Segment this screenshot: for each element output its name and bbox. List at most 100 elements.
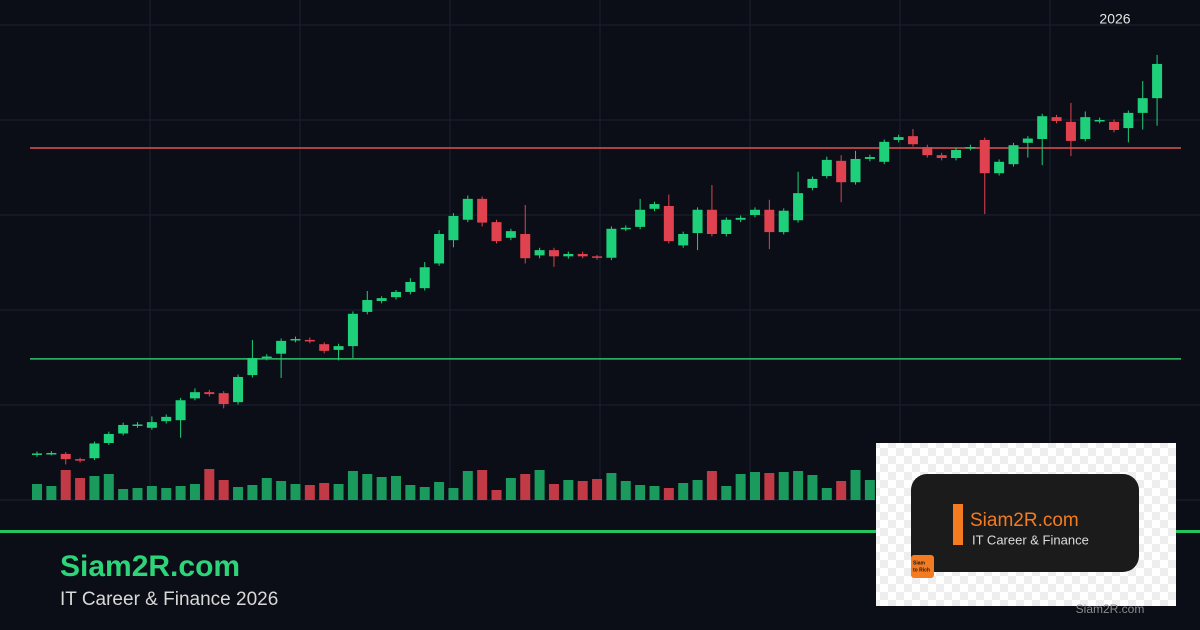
volume-bar xyxy=(850,470,861,500)
volume-bar xyxy=(434,482,445,500)
volume-bar xyxy=(807,475,818,500)
volume-bar xyxy=(118,489,129,500)
volume-bar xyxy=(60,470,71,500)
candle-body xyxy=(1022,138,1033,143)
volume-bar xyxy=(32,484,42,500)
volume-bar xyxy=(448,488,459,500)
brand-title: Siam2R.com xyxy=(60,550,240,583)
badge-line: Siam xyxy=(913,560,926,566)
volume-bar xyxy=(706,471,717,500)
candle-body xyxy=(1008,145,1019,165)
volume-bar xyxy=(189,484,200,500)
volume-bar xyxy=(778,472,789,500)
candle-body xyxy=(548,250,559,257)
candle-body xyxy=(821,159,832,177)
period-label: 2026 xyxy=(1099,11,1130,27)
volume-bar xyxy=(46,486,57,500)
volume-bar xyxy=(491,490,502,500)
volume-bar xyxy=(319,483,330,500)
volume-bar xyxy=(721,486,732,500)
candle-body xyxy=(376,298,387,301)
volume-bar xyxy=(692,480,703,500)
candle-body xyxy=(979,139,990,174)
candle-body xyxy=(1109,121,1119,130)
candle-body xyxy=(448,215,459,241)
candle-body xyxy=(462,198,473,220)
candle-body xyxy=(721,219,732,234)
candle-body xyxy=(1037,116,1048,139)
volume-bar xyxy=(405,485,416,500)
logo-title: Siam2R.com xyxy=(970,510,1079,531)
candle-body xyxy=(32,453,42,455)
candle-body xyxy=(922,147,933,156)
watermark: Siam2R.com xyxy=(1076,602,1145,616)
candle-body xyxy=(951,149,962,158)
volume-bar xyxy=(347,471,358,500)
candle-body xyxy=(534,250,545,256)
volume-bar xyxy=(520,474,531,500)
candle-body xyxy=(261,356,272,359)
candle-body xyxy=(405,281,416,292)
candle-body xyxy=(678,234,689,246)
volume-bar xyxy=(132,488,143,500)
candle-body xyxy=(793,193,804,221)
logo-card xyxy=(911,474,1139,572)
volume-bar xyxy=(764,473,775,500)
candle-body xyxy=(60,453,71,460)
volume-bar xyxy=(304,485,315,500)
logo-subtitle: IT Career & Finance xyxy=(972,532,1089,547)
candle-body xyxy=(1080,117,1091,139)
candle-body xyxy=(563,253,574,257)
volume-bar xyxy=(362,474,373,500)
candle-body xyxy=(103,433,114,443)
volume-bar xyxy=(146,486,157,500)
candle-body xyxy=(391,291,401,298)
volume-bar xyxy=(864,480,875,500)
candle-body xyxy=(807,178,818,188)
candle-body xyxy=(1137,98,1148,113)
volume-bar xyxy=(649,486,660,500)
volume-bar xyxy=(462,471,473,500)
volume-bar xyxy=(204,469,215,500)
volume-bar xyxy=(620,481,631,500)
candle-body xyxy=(635,209,646,227)
candle-body xyxy=(864,157,875,159)
candle-body xyxy=(161,416,172,422)
volume-bar xyxy=(735,474,746,500)
logo-badge xyxy=(911,555,934,578)
candle-body xyxy=(836,160,847,183)
volume-bar xyxy=(247,485,258,500)
volume-bar xyxy=(89,476,100,500)
volume-bar xyxy=(534,470,545,500)
candle-body xyxy=(247,357,258,376)
volume-bar xyxy=(635,485,646,500)
candle-body xyxy=(89,443,100,459)
candle-body xyxy=(1065,121,1076,141)
volume-bar xyxy=(505,478,516,500)
candle-body xyxy=(347,313,358,347)
volume-bar xyxy=(276,481,287,500)
volume-bar xyxy=(750,472,760,500)
logo-overlay: Siam2R.com IT Career & Finance Siam to R… xyxy=(876,443,1176,606)
candle-body xyxy=(419,267,430,289)
candle-body xyxy=(434,234,445,264)
candle-body xyxy=(936,155,947,158)
candle-body xyxy=(750,209,760,215)
candle-body xyxy=(1051,117,1062,121)
candle-body xyxy=(577,253,588,257)
candle-body xyxy=(204,392,215,395)
badge-line: to Rich xyxy=(913,567,930,573)
candle-body xyxy=(175,400,186,421)
volume-bar xyxy=(563,480,574,500)
volume-bar xyxy=(290,484,301,500)
candle-body xyxy=(879,141,890,162)
candle-body xyxy=(692,209,703,234)
candle-body xyxy=(218,393,229,405)
volume-bar xyxy=(218,480,229,500)
volume-bar xyxy=(376,477,387,500)
candle-body xyxy=(620,227,631,230)
candle-body xyxy=(491,222,502,242)
vertical-grid xyxy=(149,0,1051,500)
divider xyxy=(0,530,1200,533)
